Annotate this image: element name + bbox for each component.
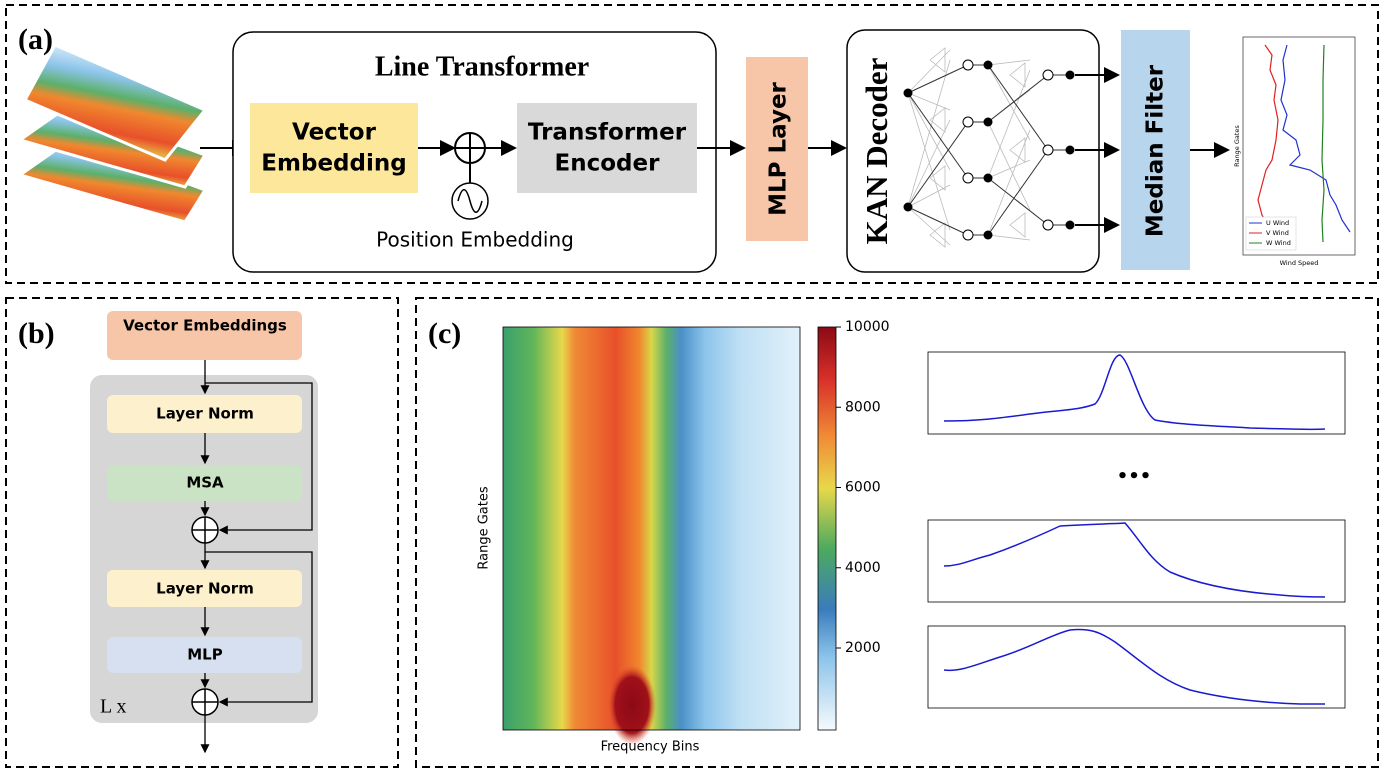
block-title: Line Transformer [375,51,589,82]
axis-label: Range Gates [1233,125,1241,167]
tick-label: 2000 [845,640,881,656]
input-stack [20,45,205,222]
tick-label: 10000 [845,319,890,335]
tick-label: 8000 [845,399,881,415]
block-label: MLP Layer [766,81,792,215]
ellipsis: ••• [1117,466,1152,487]
block-label: Vector Embeddings [123,317,287,335]
block-label: KAN Decoder [859,57,894,244]
colorbar [818,327,836,730]
heatmap [503,327,800,745]
legend-entry: U Wind [1266,219,1289,227]
block-label: Layer Norm [156,580,254,598]
repeat-label: L x [100,696,126,718]
legend-entry: V Wind [1266,229,1289,237]
figure: (a) Line Transformer Vector Embedding Tr… [0,0,1385,772]
block-label: Transformer [528,120,687,146]
transformer-encoder-box [517,103,697,193]
vector-embedding-box [250,103,418,193]
colorbar-ticks: 2000 4000 6000 8000 10000 [836,319,890,656]
output-plot [1243,37,1355,255]
block-label: MLP [187,646,222,664]
spectrum-plots [928,352,1345,708]
panel-label: (b) [18,317,55,350]
panel-label: (a) [18,23,53,56]
tick-label: 6000 [845,480,881,496]
block-label: Encoder [555,151,661,177]
axis-label: Range Gates [477,486,492,569]
block-label: MSA [186,474,224,492]
caption: Position Embedding [376,228,574,252]
legend-entry: W Wind [1266,239,1291,247]
panel-label: (c) [428,317,461,350]
block-label: Vector [292,120,377,146]
block-label: Layer Norm [156,405,254,423]
block-label: Embedding [261,151,406,177]
axis-label: Wind Speed [1280,259,1319,267]
block-label: Median Filter [1143,64,1169,237]
tick-label: 4000 [845,560,881,576]
axis-label: Frequency Bins [601,740,700,755]
